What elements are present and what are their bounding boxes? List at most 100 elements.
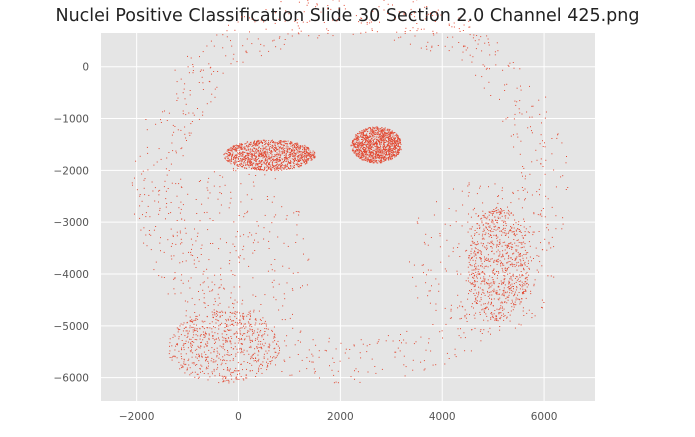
data-point [304,163,306,165]
data-point [228,151,229,153]
data-point [219,238,221,240]
data-point [527,252,529,254]
data-point [503,319,505,321]
data-point [257,225,259,227]
data-point [521,264,523,266]
data-point [382,149,384,151]
data-point [362,145,364,147]
data-point [201,353,203,355]
data-point [473,277,475,279]
data-point [232,145,234,147]
data-point [222,343,224,345]
data-point [274,178,276,180]
data-point [298,211,300,213]
data-point [479,185,481,187]
data-point [192,112,194,114]
data-point [188,280,189,282]
data-point [254,163,256,165]
data-point [372,158,374,159]
data-point [392,142,394,144]
data-point [395,150,396,152]
data-point [223,337,225,339]
data-point [485,308,486,310]
data-point [503,220,505,222]
data-point [276,168,278,169]
data-point [501,267,503,269]
data-point [355,144,357,146]
data-point [388,144,390,146]
data-point [191,321,193,323]
data-point [498,227,500,229]
data-point [538,99,540,101]
data-point [161,276,163,278]
data-point [294,143,296,145]
data-point [304,159,306,161]
data-point [181,147,183,149]
data-point [395,153,397,155]
data-point [226,341,228,343]
data-point [426,6,428,7]
data-point [255,168,257,170]
data-point [484,216,486,218]
data-point [276,159,278,161]
data-point [259,318,261,320]
data-point [230,373,231,375]
data-point [375,151,377,153]
data-point [267,270,269,272]
data-point [489,275,491,277]
data-point [529,245,531,247]
data-point [399,142,401,144]
data-point [382,151,384,153]
data-point [471,226,473,228]
data-point [366,154,368,156]
data-point [195,319,197,321]
data-point [370,136,371,138]
data-point [249,158,251,160]
data-point [255,161,257,163]
data-point [540,242,541,244]
data-point [367,127,369,129]
data-point [471,248,473,250]
data-point [381,152,383,154]
data-point [227,157,229,159]
data-point [513,283,515,285]
data-point [361,130,363,131]
data-point [363,151,364,152]
data-point [263,345,265,347]
data-point [462,204,464,206]
data-point [383,149,385,151]
data-point [264,144,266,145]
data-point [231,155,233,157]
data-point [153,229,155,231]
data-point [189,316,191,318]
data-point [266,352,268,354]
data-point [281,148,283,150]
data-point [358,155,360,157]
data-point [287,148,289,150]
data-point [371,155,373,157]
data-point [495,235,497,237]
data-point [216,350,218,352]
data-point [254,143,256,145]
data-point [292,165,294,167]
data-point [489,327,491,329]
data-point [371,138,372,140]
data-point [512,191,514,193]
data-point [303,11,305,13]
data-point [522,259,524,261]
data-point [221,362,223,364]
data-point [466,313,468,315]
data-point [363,135,365,136]
data-point [280,147,282,149]
data-point [274,259,276,260]
data-point [274,170,276,172]
data-point [362,137,364,139]
data-point [261,336,263,338]
data-point [256,347,258,349]
data-point [358,147,360,149]
data-point [264,160,266,162]
data-point [475,48,477,50]
data-point [255,156,257,158]
data-point [264,147,266,149]
data-point [379,21,380,23]
